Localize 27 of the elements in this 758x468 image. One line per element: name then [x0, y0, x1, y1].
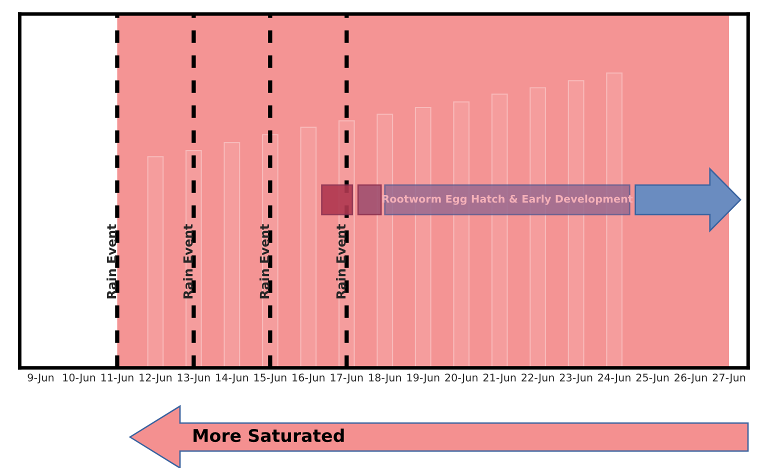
x-tick-label: 11-Jun — [101, 374, 134, 384]
x-tick-label: 17-Jun — [330, 374, 363, 384]
x-tick-label: 13-Jun — [178, 374, 210, 384]
x-tick-label: 12-Jun — [140, 374, 172, 384]
x-tick-label: 9-Jun — [28, 374, 54, 384]
ref-line-label: Rain Event — [183, 224, 193, 298]
x-tick-label: 25-Jun — [636, 374, 669, 384]
x-tick-label: 26-Jun — [674, 374, 707, 384]
x-tick-label: 18-Jun — [369, 374, 401, 384]
x-tick-label: 23-Jun — [560, 374, 592, 384]
text: More Saturated — [194, 428, 344, 442]
bar — [300, 126, 317, 368]
ref-line-label: Rain Event — [336, 224, 346, 298]
x-tick-label: 15-Jun — [254, 374, 286, 384]
x-tick-label: 21-Jun — [483, 374, 516, 384]
x-tick-label: 20-Jun — [445, 374, 478, 384]
bar — [224, 142, 240, 368]
x-tick-label: 22-Jun — [522, 374, 554, 384]
x-tick-label: 10-Jun — [63, 374, 96, 384]
ref-line-label: Rain Event — [260, 224, 270, 298]
x-tick-label: 14-Jun — [216, 374, 248, 384]
x-tick-label: 16-Jun — [292, 374, 324, 384]
x-tick-label: 19-Jun — [407, 374, 440, 384]
bar — [147, 156, 164, 368]
x-tick-label: 24-Jun — [598, 374, 630, 384]
ref-line-label: Rain Event — [106, 224, 116, 298]
x-tick-label: 27-Jun — [712, 374, 746, 384]
